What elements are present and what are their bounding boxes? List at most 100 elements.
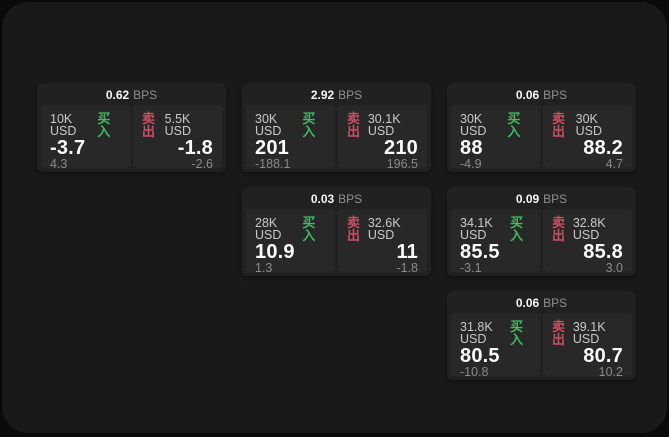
buy-side-label: 买入: [507, 111, 521, 139]
sell-tile[interactable]: 卖出 32.6K USD 11 -1.8: [338, 209, 427, 275]
sell-amount: 30.1K USD: [367, 111, 401, 138]
buy-delta: 1.3: [255, 261, 273, 275]
quote-card[interactable]: 0.09 BPS 34.1K USD 买入 85.5 -3.1 卖出 32.8K…: [447, 187, 636, 276]
buy-amount: 30K USD: [255, 111, 282, 138]
sell-delta: 10.2: [598, 365, 623, 379]
sell-delta: 4.7: [605, 157, 623, 171]
card-header: 2.92 BPS: [242, 83, 431, 105]
sell-price: 85.8: [583, 241, 623, 263]
sell-price: 11: [396, 241, 418, 263]
buy-tile[interactable]: 31.8K USD 买入 80.5 -10.8: [451, 313, 540, 379]
sell-delta: 3.0: [605, 261, 623, 275]
sell-side-label: 卖出: [552, 319, 566, 347]
card-body: 30K USD 买入 201 -188.1 卖出 30.1K USD 210 1…: [242, 105, 431, 171]
card-body: 30K USD 买入 88 -4.9 卖出 30K USD 88.2 4.7: [447, 105, 636, 171]
buy-side-label: 买入: [302, 215, 316, 243]
buy-price: 10.9: [255, 241, 295, 263]
buy-side-label: 买入: [97, 111, 111, 139]
buy-amount: 28K USD: [255, 215, 282, 242]
buy-side-label: 买入: [510, 319, 524, 347]
buy-tile-header: 31.8K USD 买入: [460, 320, 531, 346]
buy-amount: 30K USD: [460, 111, 487, 138]
buy-delta: 4.3: [50, 157, 68, 171]
card-header: 0.62 BPS: [37, 83, 226, 105]
buy-delta: -4.9: [460, 157, 482, 171]
quote-card[interactable]: 0.03 BPS 28K USD 买入 10.9 1.3 卖出 32.6K US…: [242, 187, 431, 276]
bps-value: 0.03: [310, 191, 335, 206]
sell-amount: 39.1K USD: [572, 319, 606, 346]
bps-unit-label: BPS: [133, 87, 158, 102]
buy-delta: -3.1: [460, 261, 482, 275]
buy-tile[interactable]: 34.1K USD 买入 85.5 -3.1: [451, 209, 540, 275]
sell-delta: -1.8: [396, 261, 418, 275]
sell-tile[interactable]: 卖出 39.1K USD 80.7 10.2: [543, 313, 632, 379]
buy-tile-header: 30K USD 买入: [460, 112, 531, 138]
bps-value: 0.06: [515, 295, 540, 310]
card-header: 0.06 BPS: [447, 83, 636, 105]
buy-tile[interactable]: 10K USD 买入 -3.7 4.3: [41, 105, 130, 171]
sell-price: -1.8: [177, 137, 213, 159]
buy-price: 80.5: [460, 345, 500, 367]
buy-delta: -10.8: [460, 365, 489, 379]
bps-unit-label: BPS: [338, 87, 363, 102]
card-body: 10K USD 买入 -3.7 4.3 卖出 5.5K USD -1.8 -2.…: [37, 105, 226, 171]
sell-tile-header: 卖出 32.6K USD: [347, 216, 418, 242]
card-header: 0.06 BPS: [447, 291, 636, 313]
buy-side-label: 买入: [510, 215, 524, 243]
sell-price: 210: [384, 137, 418, 159]
sell-side-label: 卖出: [552, 111, 566, 139]
bps-value: 0.62: [105, 87, 130, 102]
bps-unit-label: BPS: [338, 191, 363, 206]
buy-price: 85.5: [460, 241, 500, 263]
quote-card[interactable]: 0.62 BPS 10K USD 买入 -3.7 4.3 卖出 5.5K USD…: [37, 83, 226, 172]
sell-delta: -2.6: [191, 157, 213, 171]
sell-tile-header: 卖出 30K USD: [552, 112, 623, 138]
card-body: 28K USD 买入 10.9 1.3 卖出 32.6K USD 11 -1.8: [242, 209, 431, 275]
sell-amount: 32.6K USD: [367, 215, 401, 242]
sell-tile[interactable]: 卖出 32.8K USD 85.8 3.0: [543, 209, 632, 275]
quote-card[interactable]: 2.92 BPS 30K USD 买入 201 -188.1 卖出 30.1K …: [242, 83, 431, 172]
buy-delta: -188.1: [255, 157, 291, 171]
sell-amount: 32.8K USD: [572, 215, 606, 242]
bps-unit-label: BPS: [543, 191, 568, 206]
sell-tile[interactable]: 卖出 30.1K USD 210 196.5: [338, 105, 427, 171]
buy-tile-header: 34.1K USD 买入: [460, 216, 531, 242]
sell-side-label: 卖出: [347, 215, 361, 243]
buy-price: 201: [255, 137, 289, 159]
sell-tile-header: 卖出 30.1K USD: [347, 112, 418, 138]
sell-price: 88.2: [583, 137, 623, 159]
sell-tile[interactable]: 卖出 5.5K USD -1.8 -2.6: [133, 105, 222, 171]
sell-price: 80.7: [583, 345, 623, 367]
sell-tile-header: 卖出 5.5K USD: [142, 112, 213, 138]
buy-price: 88: [460, 137, 483, 159]
sell-delta: 196.5: [386, 157, 418, 171]
buy-tile-header: 10K USD 买入: [50, 112, 121, 138]
sell-side-label: 卖出: [142, 111, 156, 139]
bps-value: 2.92: [310, 87, 335, 102]
buy-tile[interactable]: 30K USD 买入 201 -188.1: [246, 105, 335, 171]
buy-tile[interactable]: 28K USD 买入 10.9 1.3: [246, 209, 335, 275]
sell-amount: 30K USD: [575, 111, 603, 138]
sell-tile-header: 卖出 32.8K USD: [552, 216, 623, 242]
bps-value: 0.06: [515, 87, 540, 102]
quote-card[interactable]: 0.06 BPS 31.8K USD 买入 80.5 -10.8 卖出 39.1…: [447, 291, 636, 380]
bps-unit-label: BPS: [543, 295, 568, 310]
card-body: 34.1K USD 买入 85.5 -3.1 卖出 32.8K USD 85.8…: [447, 209, 636, 275]
sell-side-label: 卖出: [552, 215, 566, 243]
buy-price: -3.7: [50, 137, 86, 159]
sell-amount: 5.5K USD: [164, 111, 192, 138]
buy-amount: 10K USD: [50, 111, 77, 138]
card-body: 31.8K USD 买入 80.5 -10.8 卖出 39.1K USD 80.…: [447, 313, 636, 379]
buy-amount: 31.8K USD: [460, 319, 493, 346]
bps-value: 0.09: [515, 191, 540, 206]
sell-tile[interactable]: 卖出 30K USD 88.2 4.7: [543, 105, 632, 171]
card-header: 0.09 BPS: [447, 187, 636, 209]
buy-tile-header: 28K USD 买入: [255, 216, 326, 242]
bps-unit-label: BPS: [543, 87, 568, 102]
buy-tile[interactable]: 30K USD 买入 88 -4.9: [451, 105, 540, 171]
sell-side-label: 卖出: [347, 111, 361, 139]
quote-card[interactable]: 0.06 BPS 30K USD 买入 88 -4.9 卖出 30K USD 8…: [447, 83, 636, 172]
card-header: 0.03 BPS: [242, 187, 431, 209]
